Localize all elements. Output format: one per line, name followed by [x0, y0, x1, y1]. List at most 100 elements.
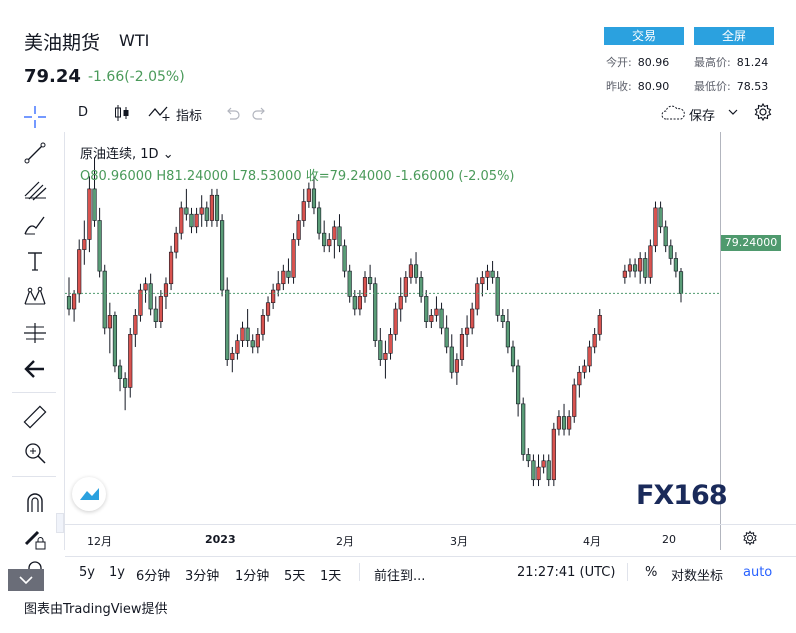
auto-scale-button[interactable]: auto: [743, 565, 773, 580]
measure-range-icon[interactable]: [22, 320, 48, 346]
candle-style-icon[interactable]: [114, 104, 130, 122]
candle-body: [357, 296, 362, 310]
chevron-down-icon[interactable]: [728, 108, 738, 116]
time-axis[interactable]: 12月 2023 2月 3月 4月 20: [65, 524, 720, 550]
candle-body: [632, 264, 638, 272]
lock-drawing-icon[interactable]: [22, 526, 48, 552]
candle-body: [220, 220, 225, 291]
candle-body: [444, 327, 449, 348]
candle-body: [107, 315, 112, 329]
redo-icon[interactable]: [252, 106, 268, 120]
zoom-in-icon[interactable]: [22, 440, 48, 466]
save-button[interactable]: 保存: [689, 109, 716, 124]
candle-body: [561, 416, 567, 430]
magnet-icon[interactable]: [22, 490, 48, 516]
ruler-icon[interactable]: [22, 404, 48, 430]
candle-body: [204, 207, 209, 221]
pattern-tool-icon[interactable]: [22, 284, 48, 310]
tradingview-credit[interactable]: 图表由TradingView提供: [24, 602, 168, 617]
candle-body: [92, 188, 97, 221]
candle-body: [398, 296, 403, 310]
range-6min[interactable]: 6分钟: [136, 569, 171, 584]
range-1y[interactable]: 1y: [109, 565, 125, 580]
time-tick: 20: [662, 533, 676, 546]
range-5d[interactable]: 5天: [284, 569, 306, 584]
candle-body: [322, 232, 327, 247]
undo-icon[interactable]: [224, 106, 240, 120]
candle-body: [347, 270, 352, 297]
candle-body: [296, 220, 301, 240]
candle-body: [413, 264, 419, 278]
candle-body: [286, 270, 291, 278]
settings-gear-icon[interactable]: [742, 530, 758, 546]
settings-gear-icon[interactable]: [753, 102, 773, 122]
candle-body: [112, 315, 118, 367]
fullscreen-button[interactable]: 全屏: [694, 27, 774, 45]
stat-high: 最高价: 81.24: [694, 56, 769, 69]
candle-body: [643, 258, 648, 278]
candle-body: [470, 308, 475, 329]
candle-body: [250, 340, 255, 348]
candle-body: [368, 277, 373, 285]
candle-body: [408, 264, 414, 278]
range-5y[interactable]: 5y: [79, 565, 95, 580]
bottom-toolbar: 5y 1y 6分钟 3分钟 1分钟 5天 1天 前往到... 21:27:41 …: [65, 556, 796, 586]
candle-body: [495, 277, 500, 316]
indicators-button[interactable]: 指标: [176, 109, 203, 124]
candle-body: [128, 334, 133, 388]
candle-body: [597, 315, 602, 335]
candle-body: [403, 277, 408, 297]
trade-button[interactable]: 交易: [604, 27, 684, 45]
time-tick: 12月: [87, 535, 112, 548]
chevron-down-icon[interactable]: ⌄: [162, 147, 174, 162]
candle-body: [373, 283, 378, 341]
cloud-icon[interactable]: [660, 104, 686, 122]
goto-date-button[interactable]: 前往到...: [374, 569, 426, 584]
candle-body: [627, 264, 633, 272]
brush-icon[interactable]: [22, 212, 48, 238]
candle-body: [362, 277, 368, 297]
cloud-logo-icon: [80, 488, 99, 500]
candle-body: [342, 245, 347, 272]
candle-body: [378, 340, 383, 360]
tradingview-logo[interactable]: [72, 477, 106, 511]
candle-body: [337, 226, 342, 247]
candle-body: [434, 308, 439, 316]
interval-button[interactable]: D: [78, 105, 89, 120]
candle-body: [87, 188, 92, 240]
candle-body: [153, 308, 158, 322]
candle-body: [311, 188, 317, 209]
stat-low: 最低价: 78.53: [694, 80, 769, 93]
indicators-icon[interactable]: [148, 104, 174, 122]
percent-scale-button[interactable]: %: [645, 565, 658, 580]
divider: [359, 563, 360, 581]
range-3min[interactable]: 3分钟: [185, 569, 220, 584]
candle-body: [449, 346, 454, 373]
log-scale-button[interactable]: 对数坐标: [671, 569, 724, 584]
candle-body: [199, 207, 204, 215]
collapse-toolbar-button[interactable]: [8, 569, 44, 591]
candle-body: [179, 207, 184, 234]
clock-timezone[interactable]: 21:27:41 (UTC): [517, 565, 616, 580]
candle-body: [546, 460, 551, 481]
time-tick: 2023: [205, 533, 236, 546]
candlestick-chart[interactable]: [65, 132, 720, 524]
candle-body: [393, 308, 398, 335]
candle-body: [291, 239, 296, 278]
panel-toggle-handle[interactable]: [56, 513, 64, 533]
candle-body: [500, 315, 505, 322]
range-1min[interactable]: 1分钟: [235, 569, 270, 584]
crosshair-icon[interactable]: [22, 104, 48, 130]
series-legend-title[interactable]: 原油连续, 1D ⌄: [80, 147, 174, 162]
text-tool-icon[interactable]: [22, 248, 48, 274]
candle-body: [133, 315, 138, 335]
arrow-left-icon[interactable]: [22, 356, 48, 382]
chevron-down-icon: [19, 576, 33, 585]
time-tick: 2月: [336, 535, 354, 548]
candle-body: [424, 296, 429, 322]
trend-line-icon[interactable]: [22, 140, 48, 166]
range-1d[interactable]: 1天: [320, 569, 342, 584]
candle-body: [622, 270, 627, 278]
fib-channel-icon[interactable]: [22, 176, 48, 202]
chart-left-border: [64, 132, 65, 550]
